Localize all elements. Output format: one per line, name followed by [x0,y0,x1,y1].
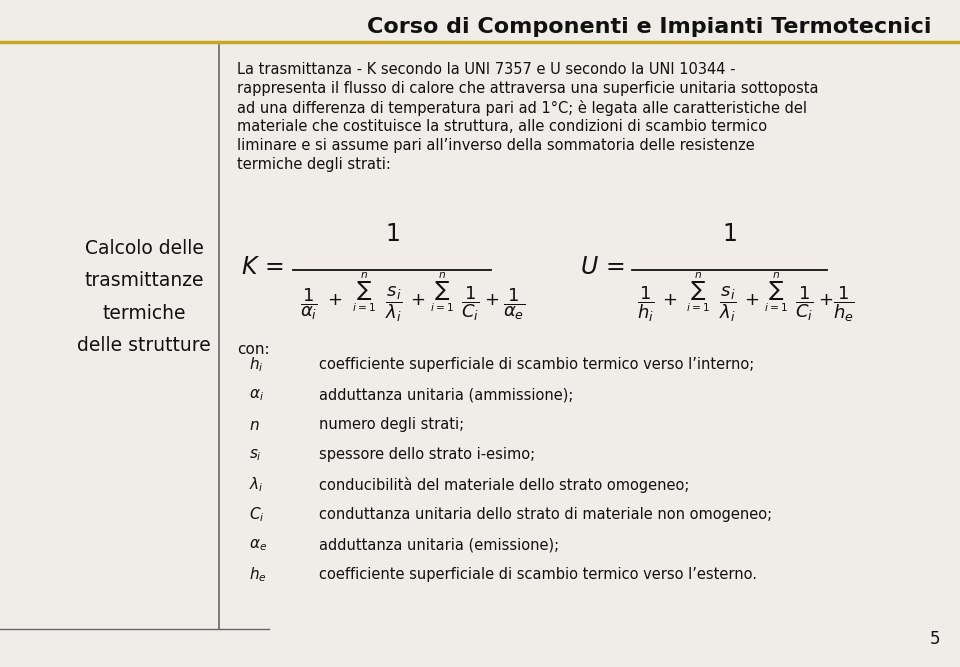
Text: $+$: $+$ [662,291,678,309]
Text: $C_i$: $C_i$ [249,506,264,524]
Text: $+$: $+$ [819,291,833,309]
Text: $\dfrac{1}{\alpha_e}$: $\dfrac{1}{\alpha_e}$ [503,286,525,321]
Text: Corso di Componenti e Impianti Termotecnici: Corso di Componenti e Impianti Termotecn… [367,17,931,37]
Text: $\lambda_i$: $\lambda_i$ [249,476,263,494]
Text: liminare e si assume pari all’inverso della sommatoria delle resistenze: liminare e si assume pari all’inverso de… [237,138,755,153]
Text: $s_i$: $s_i$ [249,447,262,463]
Text: materiale che costituisce la struttura, alle condizioni di scambio termico: materiale che costituisce la struttura, … [237,119,767,134]
Text: $\sum_{i=1}^{n}$: $\sum_{i=1}^{n}$ [686,270,709,313]
Text: coefficiente superficiale di scambio termico verso l’interno;: coefficiente superficiale di scambio ter… [319,358,755,372]
Text: $h_i$: $h_i$ [249,356,263,374]
Text: $\sum_{i=1}^{n}$: $\sum_{i=1}^{n}$ [352,270,375,313]
Text: $\dfrac{1}{h_i}$: $\dfrac{1}{h_i}$ [637,284,655,323]
Text: con:: con: [237,342,270,357]
Text: $\dfrac{1}{C_i}$: $\dfrac{1}{C_i}$ [461,285,479,323]
Text: rappresenta il flusso di calore che attraversa una superficie unitaria sottopost: rappresenta il flusso di calore che attr… [237,81,818,96]
Text: $h_e$: $h_e$ [249,566,267,584]
Text: $\sum_{i=1}^{n}$: $\sum_{i=1}^{n}$ [430,270,454,313]
Text: $\dfrac{s_i}{\lambda_i}$: $\dfrac{s_i}{\lambda_i}$ [719,284,736,323]
Text: $\dfrac{1}{\alpha_i}$: $\dfrac{1}{\alpha_i}$ [300,286,318,321]
Text: $+$: $+$ [744,291,759,309]
Text: coefficiente superficiale di scambio termico verso l’esterno.: coefficiente superficiale di scambio ter… [319,568,756,582]
Text: spessore dello strato i-esimo;: spessore dello strato i-esimo; [319,448,535,462]
Text: $\alpha_i$: $\alpha_i$ [249,387,264,403]
Text: $+$: $+$ [327,291,343,309]
Text: $+$: $+$ [410,291,425,309]
Text: ad una differenza di temperatura pari ad 1°C; è legata alle caratteristiche del: ad una differenza di temperatura pari ad… [237,100,806,116]
Text: $\sum_{i=1}^{n}$: $\sum_{i=1}^{n}$ [764,270,788,313]
Text: $+$: $+$ [484,291,499,309]
Text: adduttanza unitaria (ammissione);: adduttanza unitaria (ammissione); [319,388,573,402]
Text: $1$: $1$ [385,222,399,246]
Text: $\dfrac{1}{C_i}$: $\dfrac{1}{C_i}$ [795,285,813,323]
Text: $n$: $n$ [249,418,259,432]
Text: $1$: $1$ [722,222,737,246]
Text: numero degli strati;: numero degli strati; [319,418,464,432]
Text: $K\,=$: $K\,=$ [241,255,284,279]
Text: $\dfrac{s_i}{\lambda_i}$: $\dfrac{s_i}{\lambda_i}$ [385,284,402,323]
Text: La trasmittanza - K secondo la UNI 7357 e U secondo la UNI 10344 -: La trasmittanza - K secondo la UNI 7357 … [237,62,735,77]
Text: adduttanza unitaria (emissione);: adduttanza unitaria (emissione); [319,538,559,552]
Text: $U\,=$: $U\,=$ [580,255,625,279]
Text: $\alpha_e$: $\alpha_e$ [249,537,267,553]
Text: conducibilità del materiale dello strato omogeneo;: conducibilità del materiale dello strato… [319,477,689,493]
Text: $\dfrac{1}{h_e}$: $\dfrac{1}{h_e}$ [833,284,854,323]
Text: 5: 5 [929,630,940,648]
Text: Calcolo delle
trasmittanze
termiche
delle strutture: Calcolo delle trasmittanze termiche dell… [77,239,211,356]
Text: termiche degli strati:: termiche degli strati: [237,157,391,172]
Text: conduttanza unitaria dello strato di materiale non omogeneo;: conduttanza unitaria dello strato di mat… [319,508,772,522]
